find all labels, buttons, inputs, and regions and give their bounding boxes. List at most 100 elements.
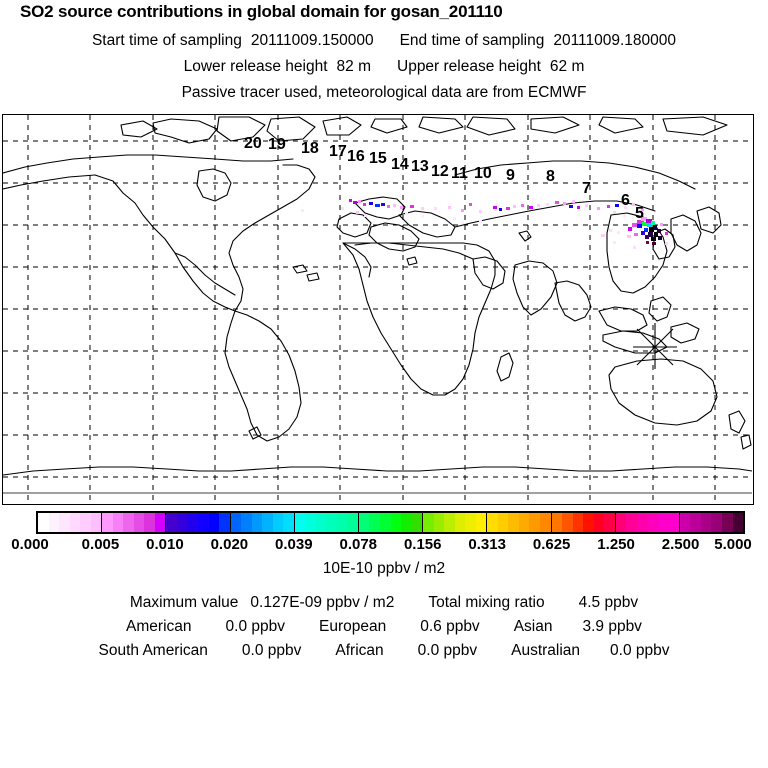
colorbar-step-2-2 [187, 513, 198, 532]
plume-pixel [349, 199, 352, 202]
plume-pixel [393, 204, 396, 207]
plume-pixel [506, 207, 510, 210]
colorbar-tick-1: 0.005 [81, 536, 120, 553]
plume-pixel [642, 222, 647, 226]
colorbar-step-8-1 [562, 513, 573, 532]
colorbar-step-5-4 [401, 513, 412, 532]
plume-pixel [364, 214, 367, 217]
plume-pixel [461, 221, 464, 224]
colorbar-step-5-0 [358, 513, 370, 532]
colorbar-step-5-2 [380, 513, 391, 532]
trajectory-label-5: 5 [635, 205, 644, 222]
colorbar-band-6 [423, 513, 488, 532]
plume-pixel [637, 224, 642, 228]
plume-pixel [627, 235, 631, 238]
plume-pixel [499, 208, 502, 211]
plume-pixel [660, 223, 663, 226]
colorbar-step-1-3 [133, 513, 145, 532]
plume-pixel [356, 211, 359, 214]
colorbar-step-4-2 [315, 513, 327, 532]
colorbar-step-3-1 [241, 513, 252, 532]
trajectory-label-8: 8 [546, 168, 555, 185]
maximum-value: 0.127E-09 ppbv / m2 [250, 594, 395, 611]
trajectory-label-14: 14 [391, 156, 409, 173]
plume-pixel [479, 220, 482, 223]
region-value-american: 0.0 ppbv [225, 618, 285, 635]
end-time-label: End time of sampling [399, 32, 545, 49]
colorbar-band-9 [615, 513, 680, 532]
colorbar-step-5-5 [411, 513, 423, 532]
plume-pixel [572, 200, 575, 203]
colorbar-step-0-3 [69, 513, 81, 532]
colorbar-band-1 [102, 513, 167, 532]
plume-pixel [624, 206, 627, 209]
colorbar-step-6-4 [465, 513, 476, 532]
plume-pixel [613, 241, 616, 244]
plume-pixel [641, 231, 645, 235]
colorbar-step-8-5 [604, 513, 615, 532]
region-value-european: 0.6 ppbv [420, 618, 480, 635]
colorbar[interactable] [36, 511, 745, 534]
colorbar-step-7-4 [529, 513, 540, 532]
tracer-note: Passive tracer used, meteorological data… [181, 84, 587, 101]
plume-pixel [381, 203, 385, 206]
colorbar-tick-5: 0.078 [339, 536, 378, 553]
colorbar-band-10 [679, 513, 744, 532]
region-label-european: European [318, 618, 387, 635]
colorbar-step-9-4 [657, 513, 669, 532]
trajectory-label-7: 7 [582, 180, 591, 197]
colorbar-band-7 [487, 513, 552, 532]
page-title: SO2 source contributions in global domai… [20, 2, 503, 21]
colorbar-step-10-3 [711, 513, 722, 532]
plume-pixel [652, 242, 656, 245]
trajectory-label-6: 6 [621, 192, 630, 209]
colorbar-step-6-0 [423, 513, 434, 532]
colorbar-step-9-2 [636, 513, 648, 532]
plume-pixel [521, 204, 524, 207]
release-height-row: Lower release height 82 m Upper release he… [0, 58, 768, 76]
colorbar-step-8-3 [583, 513, 594, 532]
coastlines [3, 116, 752, 494]
trajectory-label-13: 13 [411, 158, 429, 175]
trajectory-label-20: 20 [244, 135, 262, 152]
trajectory-label-9: 9 [506, 167, 515, 184]
plume-pixel [353, 201, 357, 204]
trajectory-label-19: 19 [268, 136, 286, 153]
plume-pixel [623, 214, 626, 217]
plume-pixel [613, 211, 616, 214]
colorbar-step-1-1 [112, 513, 124, 532]
summary-row-max: Maximum value 0.127E-09 ppbv / m2 Total mi… [0, 594, 768, 612]
colorbar-step-1-5 [154, 513, 166, 532]
world-map-panel[interactable]: 20 19 18 17 16 15 14 13 12 11 10 9 8 7 6 5 [2, 114, 754, 505]
plume-pixel [648, 232, 653, 237]
colorbar-tick-labels: 0.000 0.005 0.010 0.020 0.039 0.078 0.156 0.313… [0, 536, 768, 554]
plume-pixel [301, 209, 304, 212]
colorbar-step-1-2 [123, 513, 134, 532]
plume-pixel [405, 212, 408, 215]
colorbar-step-8-2 [572, 513, 584, 532]
plume-pixel [421, 215, 424, 218]
colorbar-step-5-3 [390, 513, 402, 532]
colorbar-step-2-4 [208, 513, 220, 532]
plume-pixel [609, 229, 612, 232]
lower-release-height-label: Lower release height [183, 58, 328, 75]
plume-pixel [633, 246, 636, 249]
plume-pixel [410, 205, 414, 208]
colorbar-step-6-3 [454, 513, 466, 532]
plume-pixel [563, 202, 566, 205]
maximum-value-label: Maximum value [129, 594, 239, 611]
colorbar-band-8 [551, 513, 616, 532]
plume-pixel [651, 237, 656, 241]
plume-pixel [513, 205, 516, 208]
region-value-asian: 3.9 ppbv [582, 618, 642, 635]
plume-pixel [341, 207, 344, 210]
plume-pixel [493, 206, 497, 209]
plume-pixel [607, 205, 610, 208]
colorbar-step-5-1 [369, 513, 380, 532]
plume-pixel [634, 233, 638, 236]
region-label-african: African [335, 642, 384, 659]
plume-pixel [628, 227, 632, 231]
colorbar-step-8-4 [593, 513, 605, 532]
plume-pixel [400, 206, 403, 209]
colorbar-step-2-1 [176, 513, 188, 532]
